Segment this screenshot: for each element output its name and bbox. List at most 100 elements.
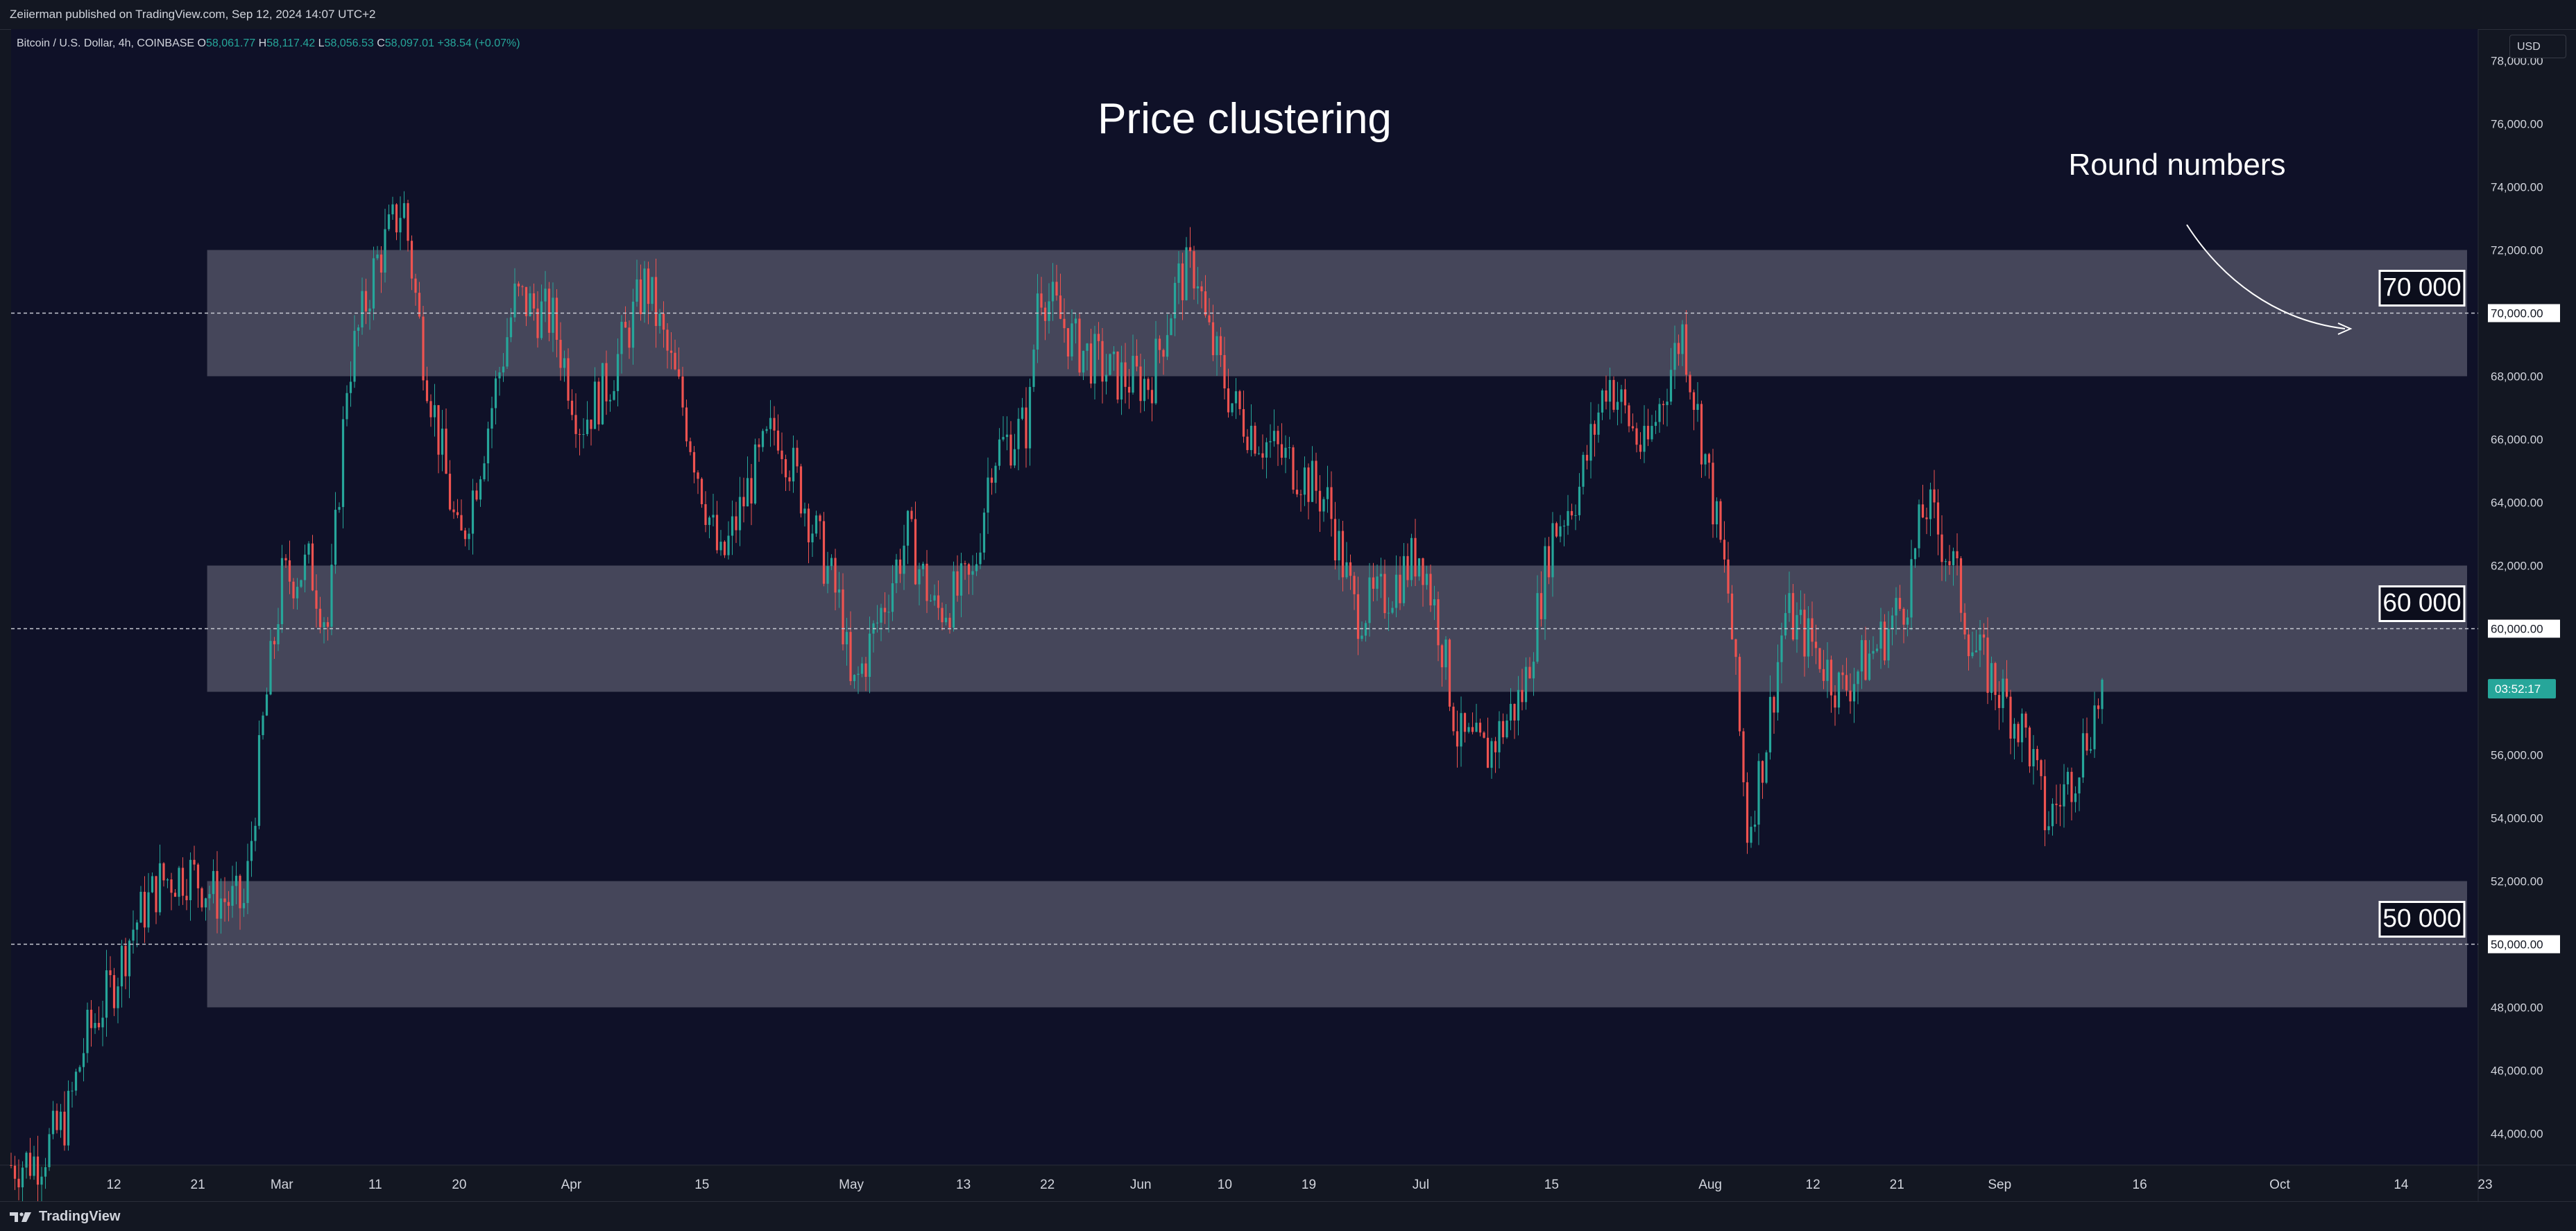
y-tick-label: 48,000.00 [2491,1001,2543,1015]
y-tick-label: 62,000.00 [2491,560,2543,573]
candle-body [1234,391,1238,404]
candle-body [685,407,688,442]
close-value: 58,097.01 [384,37,434,49]
candle-body [555,298,558,341]
candle-body [1715,501,1718,525]
candle-body [677,369,681,377]
annotation-arrowhead [2337,322,2353,335]
candle-body [1173,282,1177,319]
candle-body [1589,424,1592,461]
candle-body [1528,666,1531,679]
candle-body [849,632,852,682]
candle-body [1093,334,1096,384]
candle-body [776,430,780,451]
candle-body [723,542,726,556]
candle-body [2040,760,2042,777]
candle-body [56,1110,58,1130]
candle-body [483,463,486,480]
candle-body [1956,551,1959,559]
price-chart[interactable]: 44,000.00 46,000.00 48,000.00 50,000.00 52,0… [0,29,2576,1201]
x-tick-label: 21 [1890,1178,1904,1192]
candle-body [1761,761,1764,783]
candle-body [1040,293,1043,308]
candle-body [1570,510,1573,516]
candle-body [1063,318,1066,329]
zone-label-box [2378,270,2466,307]
candle-body [1356,594,1360,639]
candle-body [1727,559,1730,594]
candle-body [1437,599,1440,646]
candle-body [422,316,425,381]
candle-body [570,400,574,415]
candle-body [429,401,432,417]
candle-body [941,608,944,623]
zone-label-box [2378,901,2466,938]
candle-body [1857,671,1859,685]
candle-body [1284,447,1287,458]
candle-body [1208,315,1211,322]
candle-body [1429,574,1432,605]
candle-body [857,673,860,675]
candle-body [1791,593,1795,640]
candle-body [1364,623,1367,636]
y-tick-label: 56,000.00 [2491,749,2543,762]
candle-body [898,559,902,574]
chart-panel[interactable]: 44,000.00 46,000.00 48,000.00 50,000.00 52,0… [0,29,2576,1201]
symbol-legend[interactable]: Bitcoin / U.S. Dollar, 4h, COINBASE O58,… [17,37,520,50]
candle-body [318,608,322,628]
candle-body [1005,434,1009,438]
candle-body [265,694,268,716]
candle-body [1768,696,1772,752]
candle-body [1181,263,1184,300]
candle-body [2009,696,2012,739]
candle-body [1608,379,1612,402]
candle-body [674,352,676,370]
candle-body [445,429,447,474]
candle-body [1086,343,1089,351]
candle-body [1773,696,1775,713]
candle-body [834,558,837,593]
candle-body [1223,355,1226,389]
x-tick-label: Jun [1130,1178,1152,1192]
candle-body [1349,562,1352,576]
candle-body [468,533,470,540]
candle-body [147,892,150,928]
candle-body [162,863,165,881]
candle-body [1750,827,1752,843]
low-label: L [318,37,325,49]
candle-body [399,218,402,233]
candle-body [2017,723,2020,743]
candle-body [1906,617,1909,625]
candle-body [1135,356,1138,367]
candle-body [1826,660,1829,681]
candle-body [715,515,719,551]
candle-body [1017,418,1020,449]
candle-body [1673,343,1676,370]
tradingview-brand[interactable]: TradingView [10,1209,120,1225]
candle-body [2070,771,2073,802]
candle-body [2078,777,2081,794]
candle-body [1372,577,1375,589]
candle-body [1872,651,1875,654]
currency-button[interactable]: USD [2509,35,2566,58]
candle-body [1082,350,1085,373]
candle-body [1555,523,1558,537]
candle-body [1394,574,1398,608]
candle-body [1765,752,1768,783]
candle-body [1875,648,1879,651]
zone-label: 70 000 [2382,273,2461,302]
candle-body [1490,741,1493,768]
candle-body [1383,574,1386,614]
candle-body [2058,804,2062,807]
candle-body [559,340,562,368]
candle-body [2089,749,2092,751]
candle-body [926,563,928,601]
candle-body [643,268,646,315]
candle-body [1799,610,1802,615]
candle-body [1200,286,1203,292]
candle-body [1902,608,1905,625]
candle-body [1623,389,1627,406]
candle-body [59,1111,62,1130]
candle-body [1948,561,1951,565]
candle-body [384,229,386,273]
